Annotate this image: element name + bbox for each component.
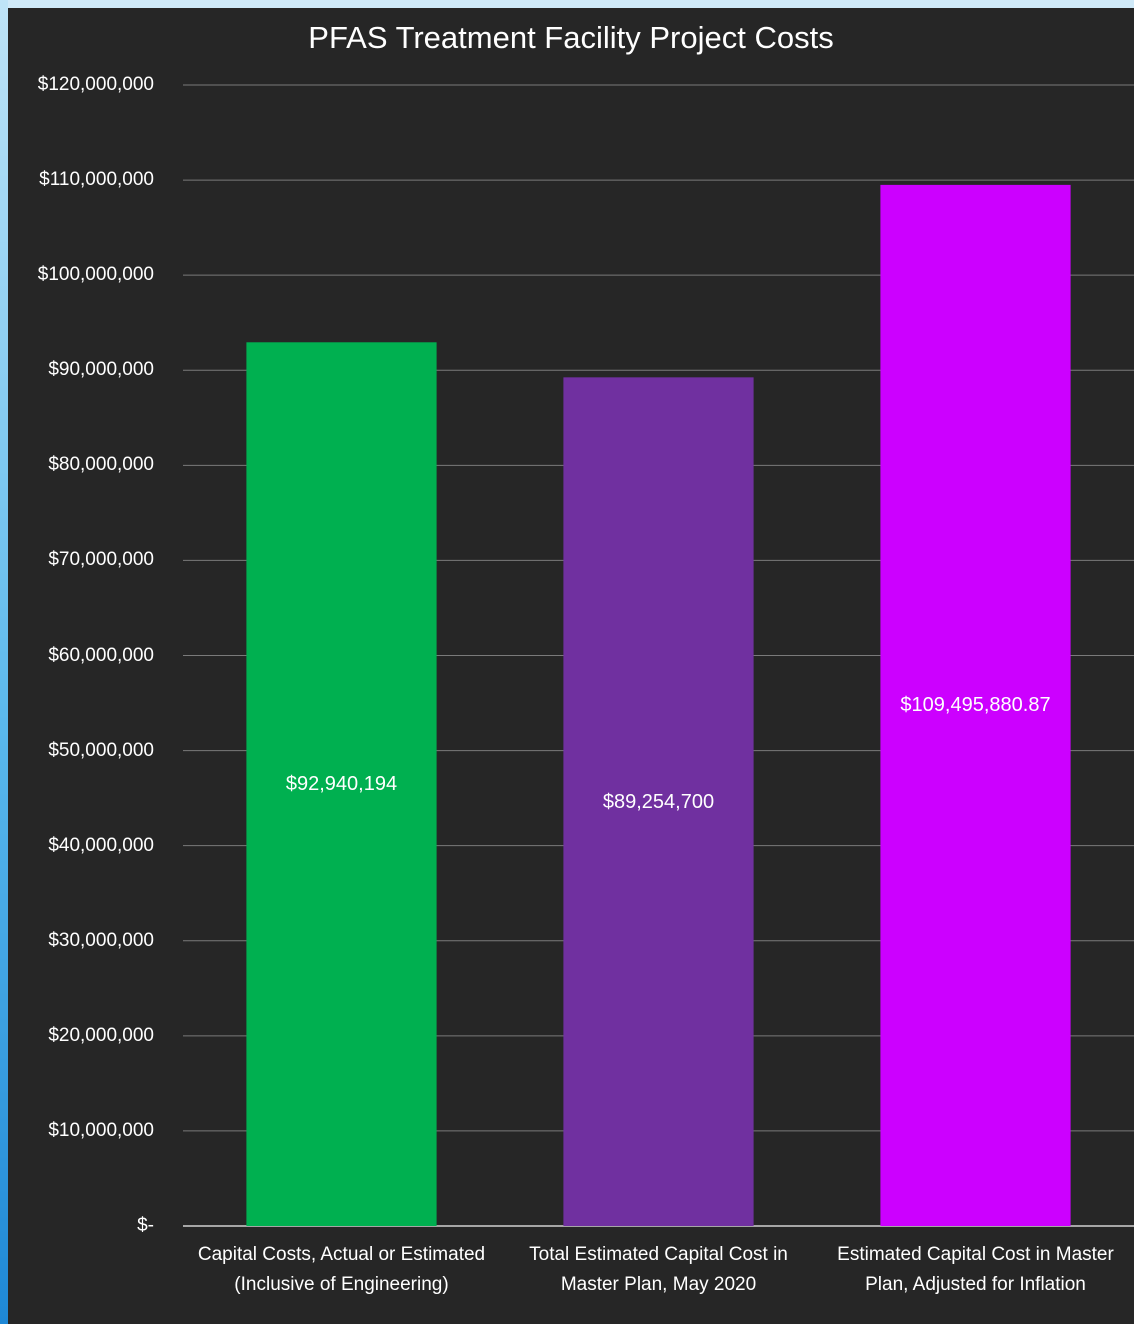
chart-title: PFAS Treatment Facility Project Costs: [8, 20, 1134, 56]
y-tick-label: $110,000,000: [8, 169, 154, 191]
y-tick-label: $40,000,000: [8, 835, 154, 857]
y-tick-label: $-: [8, 1215, 154, 1237]
y-tick-label: $90,000,000: [8, 359, 154, 381]
y-tick-label: $120,000,000: [8, 74, 154, 96]
x-tick-label: Estimated Capital Cost in Master Plan, A…: [826, 1240, 1126, 1300]
y-tick-label: $100,000,000: [8, 264, 154, 286]
x-tick-label: Total Estimated Capital Cost in Master P…: [509, 1240, 809, 1300]
y-tick-label: $60,000,000: [8, 645, 154, 667]
chart-plot: [8, 8, 1134, 1324]
y-tick-label: $70,000,000: [8, 549, 154, 571]
y-tick-label: $20,000,000: [8, 1025, 154, 1047]
chart-area: PFAS Treatment Facility Project Costs $-…: [8, 8, 1134, 1324]
bar-data-label: $92,940,194: [222, 772, 462, 796]
bar-data-label: $109,495,880.87: [856, 693, 1096, 717]
y-tick-label: $80,000,000: [8, 454, 154, 476]
background-edge: [0, 0, 8, 1324]
bar-data-label: $89,254,700: [539, 790, 779, 814]
y-tick-label: $50,000,000: [8, 740, 154, 762]
x-tick-label: Capital Costs, Actual or Estimated (Incl…: [192, 1240, 492, 1300]
y-tick-label: $10,000,000: [8, 1120, 154, 1142]
y-tick-label: $30,000,000: [8, 930, 154, 952]
